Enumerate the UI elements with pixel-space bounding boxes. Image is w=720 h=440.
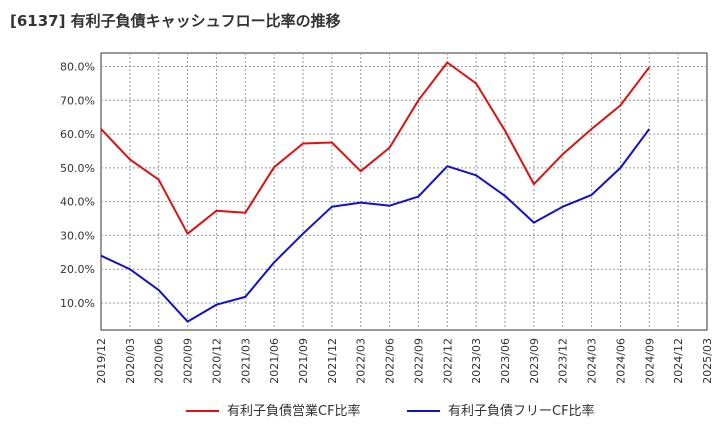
x-tick-label: 2022/03 [355, 338, 368, 384]
legend-label-2: 有利子負債フリーCF比率 [448, 403, 595, 419]
x-tick-label: 2021/09 [297, 338, 310, 384]
horizontal-gridlines [101, 66, 707, 304]
legend: 有利子負債営業CF比率 有利子負債フリーCF比率 [186, 403, 595, 419]
x-tick-label: 2024/06 [614, 338, 627, 384]
chart-title: [6137] 有利子負債キャッシュフロー比率の推移 [10, 12, 341, 30]
x-axis-tick-labels: 2019/12 2020/03 2020/06 2020/09 2020/12 2021/… [95, 338, 714, 384]
x-tick-label: 2020/12 [210, 338, 223, 384]
y-tick-label: 40.0% [60, 196, 95, 209]
x-tick-label: 2023/06 [499, 338, 512, 384]
x-tick-label: 2025/03 [701, 338, 714, 384]
x-tick-label: 2019/12 [95, 338, 108, 384]
x-tick-label: 2024/03 [586, 338, 599, 384]
y-axis-tick-labels: 10.0% 20.0% 30.0% 40.0% 50.0% 60.0% 70.0% 80.0% [60, 61, 95, 310]
x-tick-label: 2023/09 [528, 338, 541, 384]
series-lines [100, 61, 651, 323]
y-tick-label: 20.0% [60, 263, 95, 276]
y-tick-label: 10.0% [60, 297, 95, 310]
series-line-1 [100, 61, 651, 235]
x-tick-label: 2021/06 [268, 338, 281, 384]
y-tick-label: 60.0% [60, 128, 95, 141]
y-tick-label: 80.0% [60, 61, 95, 74]
series-line-2 [100, 128, 651, 323]
y-tick-label: 50.0% [60, 162, 95, 175]
y-tick-label: 30.0% [60, 229, 95, 242]
x-tick-label: 2024/09 [643, 338, 656, 384]
plot-area [100, 52, 708, 331]
x-tick-label: 2024/12 [672, 338, 685, 384]
x-tick-label: 2021/12 [326, 338, 339, 384]
x-tick-label: 2021/03 [239, 338, 252, 384]
x-tick-label: 2020/06 [153, 338, 166, 384]
legend-label-1: 有利子負債営業CF比率 [227, 403, 361, 419]
x-tick-label: 2023/03 [470, 338, 483, 384]
x-tick-label: 2020/09 [182, 338, 195, 384]
x-tick-label: 2023/12 [557, 338, 570, 384]
x-tick-label: 2022/12 [441, 338, 454, 384]
x-tick-label: 2020/03 [124, 338, 137, 384]
x-tick-label: 2022/09 [412, 338, 425, 384]
y-tick-label: 70.0% [60, 94, 95, 107]
x-tick-label: 2022/06 [384, 338, 397, 384]
